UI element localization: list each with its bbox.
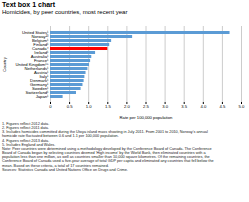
svg-text:Australia¹: Australia¹ xyxy=(30,54,49,60)
svg-text:3.5: 3.5 xyxy=(181,104,187,109)
svg-text:Japan¹: Japan¹ xyxy=(36,94,49,99)
svg-text:United Kingdom¹⁵: United Kingdom¹⁵ xyxy=(15,62,49,68)
svg-text:Switzerland¹: Switzerland¹ xyxy=(25,90,49,96)
svg-text:Norway²³: Norway²³ xyxy=(31,34,49,40)
svg-text:Canada⁴: Canada⁴ xyxy=(32,46,49,52)
svg-text:Sweden¹: Sweden¹ xyxy=(32,86,49,92)
svg-text:Italy¹: Italy¹ xyxy=(39,74,49,80)
svg-text:0: 0 xyxy=(49,104,52,109)
svg-text:1.0: 1.0 xyxy=(86,104,92,109)
svg-text:Austria¹: Austria¹ xyxy=(34,70,49,76)
svg-text:Finland¹: Finland¹ xyxy=(33,42,49,48)
html-text:Text box 1 chart: Text box 1 chart xyxy=(2,1,56,8)
svg-text:Denmark¹: Denmark¹ xyxy=(30,78,49,84)
svg-text:Netherlands¹: Netherlands¹ xyxy=(24,66,49,72)
svg-text:United States¹: United States¹ xyxy=(22,30,49,36)
svg-text:France¹: France¹ xyxy=(34,58,49,64)
svg-text:3.0: 3.0 xyxy=(162,104,168,109)
svg-text:5.0: 5.0 xyxy=(239,104,245,109)
svg-text:Country: Country xyxy=(2,56,7,72)
svg-text:4.5: 4.5 xyxy=(219,104,225,109)
svg-text:0.5: 0.5 xyxy=(67,104,73,109)
svg-text:2.5: 2.5 xyxy=(143,104,149,109)
html-text:Homicides, by peer countries,: Homicides, by peer countries, most recen… xyxy=(2,9,128,15)
svg-text:4.0: 4.0 xyxy=(200,104,206,109)
svg-text:Belgium¹: Belgium¹ xyxy=(32,38,49,44)
svg-text:1.5: 1.5 xyxy=(105,104,111,109)
svg-text:2.0: 2.0 xyxy=(124,104,130,109)
svg-text:Germany¹: Germany¹ xyxy=(29,82,49,88)
html-text:1. Figures reflect 2012 data.: 1. Figures reflect 2012 data. 2. Figures… xyxy=(2,121,214,172)
svg-text:Ireland¹: Ireland¹ xyxy=(34,50,49,56)
svg-text:Rate per 100,000 population: Rate per 100,000 population xyxy=(120,114,174,119)
